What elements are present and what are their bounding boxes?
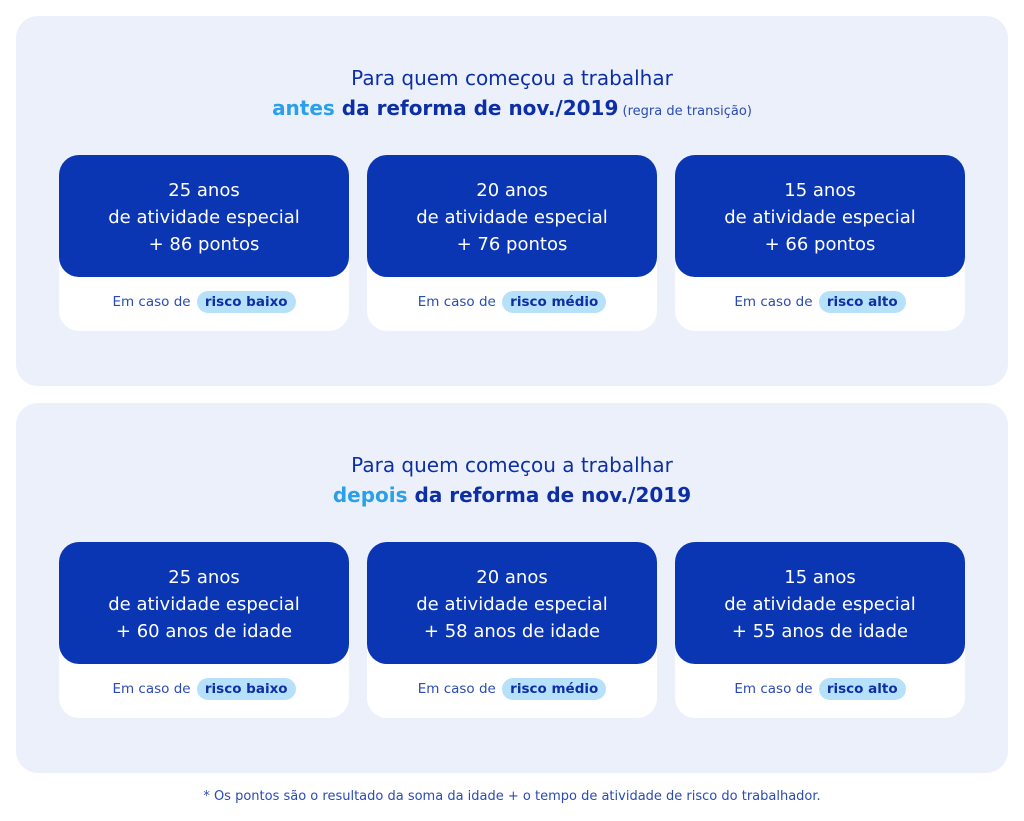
section-subheading: antes da reforma de nov./2019 (regra de … — [16, 96, 1008, 120]
rule-card: 20 anos de atividade especial + 58 anos … — [367, 542, 657, 718]
section-heading: Para quem começou a trabalhar — [351, 66, 673, 90]
footnote: * Os pontos são o resultado da soma da i… — [203, 789, 821, 804]
risk-prefix: Em caso de — [417, 294, 496, 310]
section-subheading: depois da reforma de nov./2019 — [16, 483, 1008, 507]
section-after-reform: Para quem começou a trabalhar depois da … — [16, 403, 1008, 773]
requirement-label: + 76 pontos — [456, 234, 568, 255]
risk-prefix: Em caso de — [734, 681, 813, 697]
highlight-word: depois — [332, 483, 408, 507]
requirement-label: + 58 anos de idade — [423, 621, 601, 642]
risk-prefix: Em caso de — [417, 681, 496, 697]
requirement-label: + 66 pontos — [764, 234, 876, 255]
card-header: 25 anos de atividade especial + 60 anos … — [59, 542, 349, 664]
risk-prefix: Em caso de — [734, 294, 813, 310]
activity-label: de atividade especial — [108, 594, 300, 615]
risk-badge: risco médio — [502, 678, 607, 700]
years-label: 25 anos — [168, 567, 240, 588]
activity-label: de atividade especial — [416, 207, 608, 228]
risk-badge: risco baixo — [196, 678, 296, 700]
card-footer: Em caso de risco médio — [367, 678, 657, 700]
subheading-rest: da reforma de nov./2019 — [334, 96, 619, 120]
card-row: 25 anos de atividade especial + 86 ponto… — [59, 155, 965, 331]
section-heading: Para quem começou a trabalhar — [351, 453, 673, 477]
years-label: 15 anos — [784, 180, 856, 201]
rule-card: 15 anos de atividade especial + 66 ponto… — [675, 155, 965, 331]
transition-note: (regra de transição) — [618, 104, 752, 119]
years-label: 15 anos — [784, 567, 856, 588]
activity-label: de atividade especial — [724, 207, 916, 228]
risk-prefix: Em caso de — [112, 681, 191, 697]
activity-label: de atividade especial — [108, 207, 300, 228]
card-header: 15 anos de atividade especial + 66 ponto… — [675, 155, 965, 277]
years-label: 25 anos — [168, 180, 240, 201]
requirement-label: + 86 pontos — [148, 234, 260, 255]
activity-label: de atividade especial — [724, 594, 916, 615]
years-label: 20 anos — [476, 180, 548, 201]
card-footer: Em caso de risco alto — [675, 291, 965, 313]
rule-card: 20 anos de atividade especial + 76 ponto… — [367, 155, 657, 331]
rule-card: 15 anos de atividade especial + 55 anos … — [675, 542, 965, 718]
risk-badge: risco baixo — [196, 291, 296, 313]
card-footer: Em caso de risco baixo — [59, 678, 349, 700]
card-header: 20 anos de atividade especial + 58 anos … — [367, 542, 657, 664]
rule-card: 25 anos de atividade especial + 86 ponto… — [59, 155, 349, 331]
card-header: 15 anos de atividade especial + 55 anos … — [675, 542, 965, 664]
risk-badge: risco alto — [818, 291, 906, 313]
requirement-label: + 60 anos de idade — [115, 621, 293, 642]
card-footer: Em caso de risco médio — [367, 291, 657, 313]
card-footer: Em caso de risco baixo — [59, 291, 349, 313]
section-before-reform: Para quem começou a trabalhar antes da r… — [16, 16, 1008, 386]
risk-prefix: Em caso de — [112, 294, 191, 310]
risk-badge: risco alto — [818, 678, 906, 700]
card-row: 25 anos de atividade especial + 60 anos … — [59, 542, 965, 718]
rule-card: 25 anos de atividade especial + 60 anos … — [59, 542, 349, 718]
years-label: 20 anos — [476, 567, 548, 588]
card-header: 25 anos de atividade especial + 86 ponto… — [59, 155, 349, 277]
activity-label: de atividade especial — [416, 594, 608, 615]
card-header: 20 anos de atividade especial + 76 ponto… — [367, 155, 657, 277]
highlight-word: antes — [272, 96, 335, 120]
risk-badge: risco médio — [502, 291, 607, 313]
subheading-rest: da reforma de nov./2019 — [407, 483, 692, 507]
requirement-label: + 55 anos de idade — [731, 621, 909, 642]
card-footer: Em caso de risco alto — [675, 678, 965, 700]
